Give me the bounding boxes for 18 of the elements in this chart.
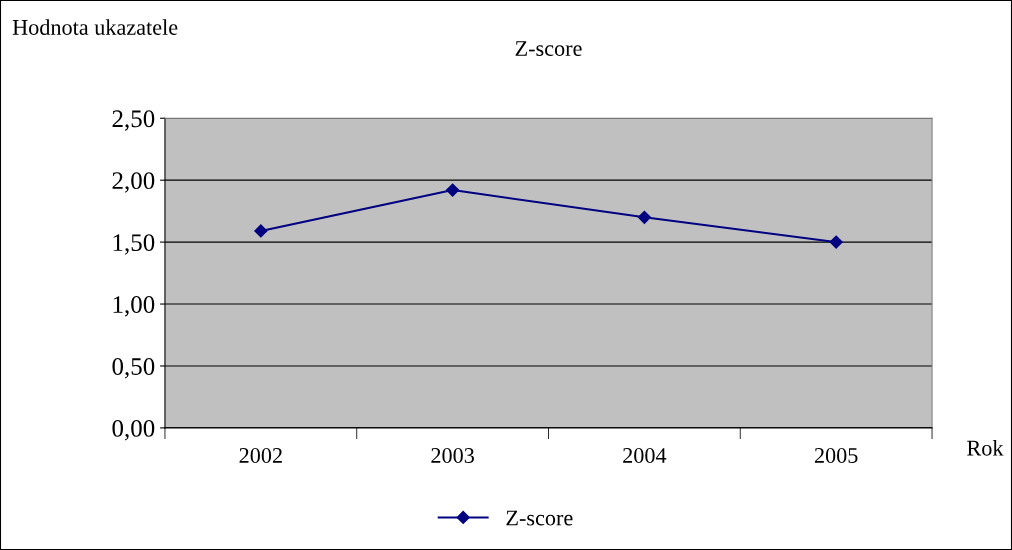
y-axis-title: Hodnota ukazatele — [12, 19, 178, 35]
x-tick-label: 2005 — [814, 447, 858, 463]
point — [637, 210, 651, 224]
y-tick-label: 2,50 — [112, 110, 155, 131]
legend-label: Z-score — [506, 510, 573, 526]
point — [829, 235, 843, 249]
x-axis-title: Rok — [967, 440, 1004, 456]
y-tick-label: 0,50 — [112, 358, 155, 379]
y-tick-label: 1,00 — [113, 296, 155, 317]
chart-title: Z-score — [515, 41, 582, 56]
point — [446, 183, 460, 197]
x-tick-label: 2002 — [239, 447, 282, 463]
y-tick-label: 0,00 — [112, 419, 155, 441]
y-tick-label: 2,00 — [112, 172, 155, 193]
point — [254, 224, 268, 238]
x-tick-label: 2003 — [431, 447, 474, 463]
y-tick-label: 1,50 — [113, 234, 155, 255]
x-tick-label: 2004 — [623, 447, 667, 463]
